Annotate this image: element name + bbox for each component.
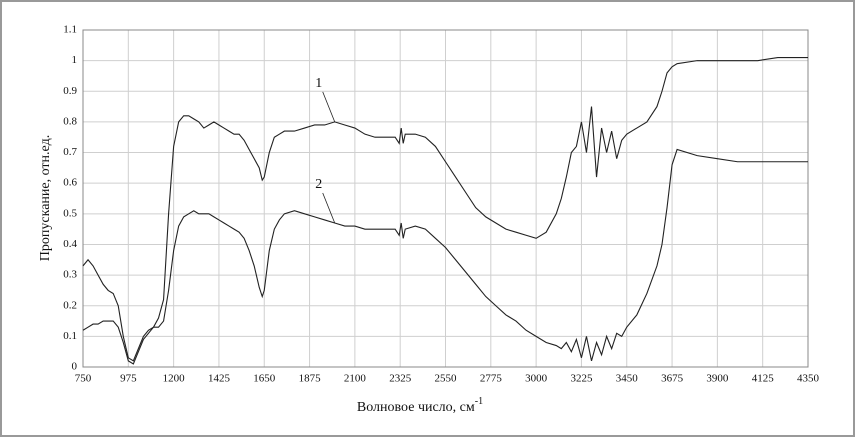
y-tick-label: 0.3 <box>63 269 77 281</box>
x-axis-title-text: Волновое число, см <box>357 400 475 415</box>
y-tick-label: 0.7 <box>63 146 77 158</box>
x-tick-label: 2100 <box>344 373 367 385</box>
series-label: 2 <box>315 177 322 192</box>
x-tick-label: 3000 <box>525 373 548 385</box>
x-tick-label: 975 <box>120 373 137 385</box>
x-tick-label: 4350 <box>797 373 820 385</box>
y-tick-label: 0.4 <box>63 238 77 250</box>
y-tick-label: 0.9 <box>63 85 77 97</box>
x-tick-label: 2325 <box>389 373 412 385</box>
label-leader <box>322 91 336 123</box>
x-tick-label: 3900 <box>706 373 729 385</box>
plot-border <box>82 29 809 368</box>
x-tick-label: 3675 <box>661 373 684 385</box>
y-tick-label: 0 <box>72 361 78 373</box>
x-tick-label: 1650 <box>253 373 276 385</box>
x-tick-label: 1200 <box>163 373 186 385</box>
series-label: 1 <box>315 76 322 91</box>
y-tick-label: 1.1 <box>63 24 77 36</box>
y-tick-label: 0.8 <box>63 115 77 127</box>
series-line <box>82 148 808 365</box>
x-axis-title-sup: -1 <box>475 396 483 407</box>
label-leader <box>322 192 336 224</box>
y-tick-label: 0.5 <box>63 207 77 219</box>
x-tick-label: 750 <box>75 373 92 385</box>
x-tick-label: 2775 <box>480 373 503 385</box>
y-tick-label: 0.2 <box>63 299 77 311</box>
x-tick-label: 1425 <box>208 373 231 385</box>
x-tick-label: 1875 <box>299 373 322 385</box>
y-tick-label: 0.1 <box>63 330 77 342</box>
y-tick-label: 0.6 <box>63 177 77 189</box>
x-tick-label: 3225 <box>570 373 593 385</box>
series-line <box>82 57 808 362</box>
y-axis-title: Пропускание, отн.ед. <box>38 135 53 261</box>
x-tick-label: 4125 <box>752 373 775 385</box>
y-tick-label: 1 <box>72 54 78 66</box>
x-axis-title: Волновое число, см-1 <box>357 396 483 415</box>
x-tick-label: 2550 <box>435 373 458 385</box>
x-tick-label: 3450 <box>616 373 639 385</box>
